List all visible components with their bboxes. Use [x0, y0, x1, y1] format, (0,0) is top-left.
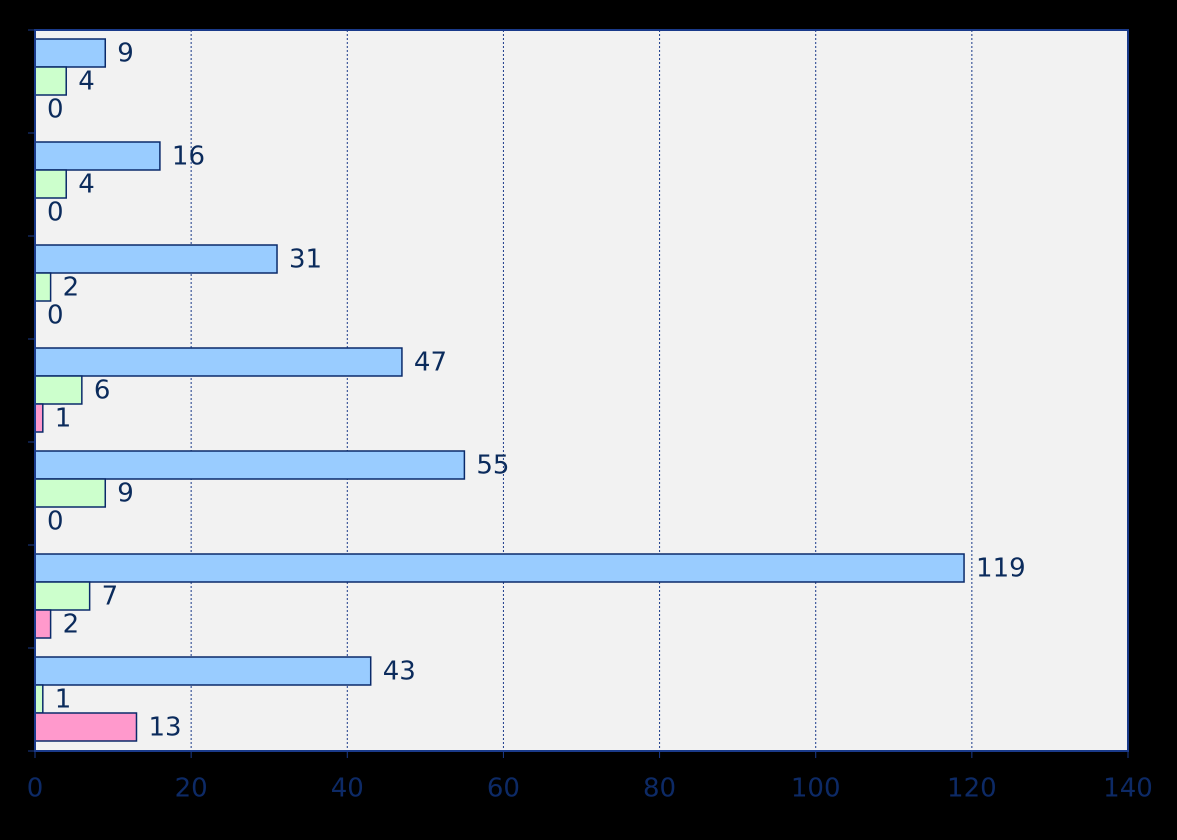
x-tick-label: 40	[331, 774, 364, 804]
bar	[34, 403, 44, 433]
bar	[34, 609, 52, 639]
bar	[34, 450, 466, 480]
value-label: 119	[976, 554, 1026, 584]
x-tick-label: 0	[27, 774, 44, 804]
plot-border	[34, 29, 1129, 752]
value-label: 4	[78, 170, 95, 200]
value-label: 0	[47, 95, 64, 125]
value-label: 13	[148, 713, 181, 743]
value-label: 9	[117, 479, 134, 509]
value-label: 0	[47, 198, 64, 228]
plot-area	[35, 30, 1128, 751]
bar	[34, 244, 278, 274]
value-label: 1	[55, 404, 72, 434]
bar	[34, 347, 403, 377]
value-label: 31	[289, 245, 322, 275]
bar	[34, 712, 138, 742]
x-tick-label: 100	[791, 774, 841, 804]
value-label: 6	[94, 376, 111, 406]
value-label: 2	[63, 610, 80, 640]
value-label: 47	[414, 348, 447, 378]
value-label: 2	[63, 273, 80, 303]
value-label: 0	[47, 301, 64, 331]
bar	[34, 581, 91, 611]
bar	[34, 169, 67, 199]
value-label: 16	[172, 142, 205, 172]
value-label: 1	[55, 685, 72, 715]
x-tick-label: 20	[175, 774, 208, 804]
x-tick-label: 120	[947, 774, 997, 804]
x-tick-label: 60	[487, 774, 520, 804]
value-label: 7	[102, 582, 119, 612]
bar	[34, 684, 44, 714]
x-tick-label: 80	[643, 774, 676, 804]
bar	[34, 272, 52, 302]
value-label: 0	[47, 507, 64, 537]
value-label: 9	[117, 39, 134, 69]
bar	[34, 375, 83, 405]
bar	[34, 141, 161, 171]
x-tick-label: 140	[1103, 774, 1153, 804]
value-label: 55	[476, 451, 509, 481]
bar	[34, 656, 372, 686]
bar	[34, 38, 107, 68]
value-label: 43	[383, 657, 416, 687]
bar	[34, 66, 67, 96]
bar	[34, 553, 965, 583]
bar	[34, 478, 107, 508]
value-label: 4	[78, 67, 95, 97]
